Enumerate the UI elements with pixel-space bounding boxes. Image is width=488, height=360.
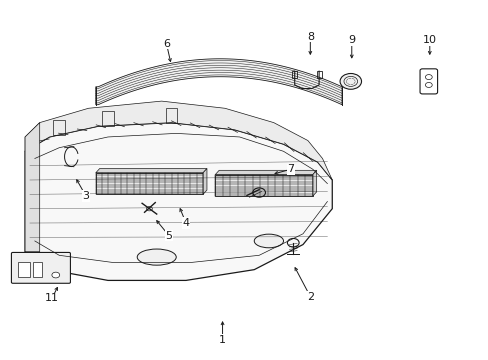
Bar [18, 262, 30, 277]
Polygon shape [96, 59, 341, 105]
Text: 4: 4 [182, 218, 189, 228]
Text: 5: 5 [165, 231, 172, 240]
Ellipse shape [137, 249, 176, 265]
Bar [53, 121, 65, 135]
Text: 11: 11 [45, 293, 59, 303]
Circle shape [339, 73, 361, 89]
Bar [292, 71, 297, 78]
Text: 7: 7 [286, 164, 294, 174]
Text: 3: 3 [82, 191, 89, 201]
Text: 9: 9 [347, 35, 355, 45]
Bar [316, 71, 321, 78]
Polygon shape [96, 173, 203, 194]
Polygon shape [203, 168, 206, 194]
Circle shape [52, 272, 60, 278]
Text: 10: 10 [422, 35, 436, 45]
Polygon shape [25, 123, 40, 252]
Text: 1: 1 [219, 334, 225, 345]
Polygon shape [215, 170, 316, 175]
Polygon shape [312, 170, 316, 196]
Text: 2: 2 [306, 292, 313, 302]
Bar [165, 108, 177, 123]
Ellipse shape [254, 234, 283, 248]
Polygon shape [96, 168, 206, 173]
Bar [33, 262, 42, 277]
Polygon shape [25, 123, 331, 280]
Polygon shape [25, 101, 331, 180]
Polygon shape [215, 175, 312, 196]
Text: 8: 8 [306, 32, 313, 41]
Text: 6: 6 [163, 39, 170, 49]
FancyBboxPatch shape [11, 252, 70, 283]
Bar [102, 111, 114, 126]
